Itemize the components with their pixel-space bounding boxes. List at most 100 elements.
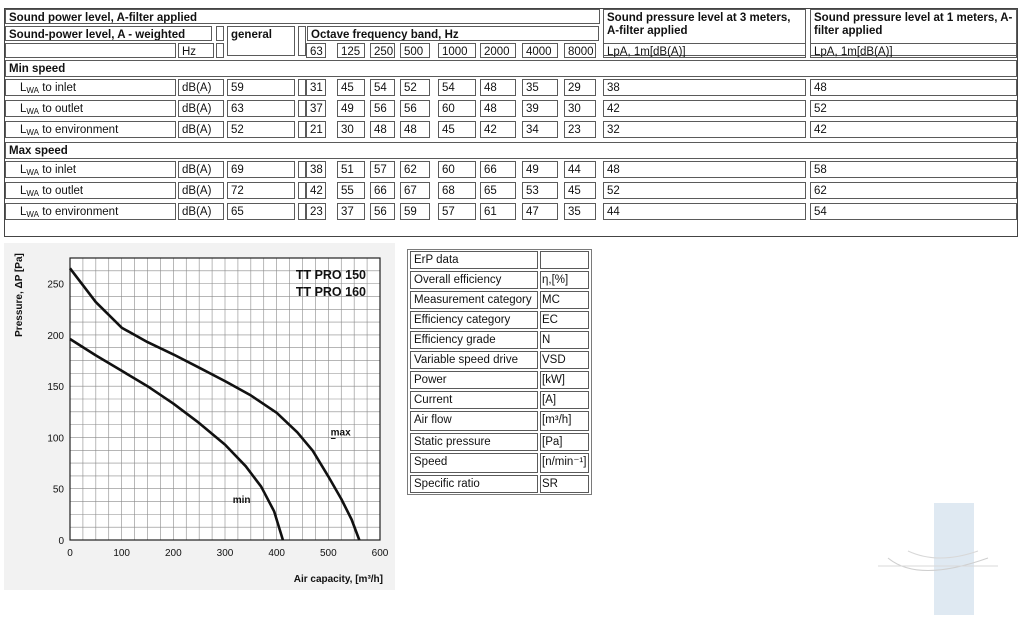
band-value: 61: [480, 203, 516, 220]
band-value: 48: [480, 79, 516, 96]
pressure1-value: 58: [810, 161, 1017, 178]
row-label-text: to outlet: [39, 103, 84, 115]
pressure1-value: 54: [810, 203, 1017, 220]
table-subtitle: Sound-power level, A - weighted: [5, 26, 212, 41]
x-tick-label: 100: [113, 548, 130, 559]
band-value: 30: [337, 121, 365, 138]
unit-cell: dB(A): [178, 182, 224, 199]
row-label-text: to environment: [39, 206, 119, 218]
erp-label: Efficiency grade: [410, 331, 538, 349]
erp-label: Air flow: [410, 411, 538, 431]
y-tick-label: 250: [47, 280, 64, 291]
band-value: 54: [370, 79, 395, 96]
curve-max: [68, 267, 361, 541]
band-value: 42: [480, 121, 516, 138]
band-value: 53: [522, 182, 558, 199]
band-value: 45: [438, 121, 476, 138]
band-value: 65: [480, 182, 516, 199]
band-value: 66: [370, 182, 395, 199]
band-value: 66: [480, 161, 516, 178]
band-value: 37: [306, 100, 326, 117]
hz-label: Hz: [178, 43, 214, 58]
band-value: 54: [438, 79, 476, 96]
band-value: 37: [337, 203, 365, 220]
band-value: 56: [370, 100, 395, 117]
chart-subtitle: TT PRO 160: [296, 285, 366, 299]
erp-value: [kW]: [540, 371, 589, 389]
band-value: 48: [400, 121, 430, 138]
unit-cell: dB(A): [178, 100, 224, 117]
erp-value: [Pa]: [540, 433, 589, 451]
x-tick-label: 500: [320, 548, 337, 559]
band-value: 60: [438, 100, 476, 117]
pressure3-value: 48: [603, 161, 806, 178]
erp-table: ErP data Overall efficiency η,[%] Measureme…: [407, 249, 592, 495]
erp-label: Efficiency category: [410, 311, 538, 329]
band-value: 35: [564, 203, 596, 220]
x-tick-label: 300: [217, 548, 234, 559]
pressure3-value: 44: [603, 203, 806, 220]
lwa-symbol: L: [20, 206, 27, 218]
lwa-symbol: L: [20, 185, 27, 197]
spacer-cell: [298, 121, 306, 138]
band-value: 59: [400, 203, 430, 220]
band-value: 42: [306, 182, 326, 199]
lwa-subscript: WA: [26, 168, 39, 177]
unit-cell: dB(A): [178, 161, 224, 178]
plot-border: [69, 257, 381, 541]
chart-title: TT PRO 150: [296, 268, 366, 282]
general-header: general: [227, 26, 295, 56]
band-value: 47: [522, 203, 558, 220]
row-label-text: to environment: [39, 124, 119, 136]
row-label: LWA to outlet: [5, 182, 176, 199]
erp-label: Speed: [410, 453, 538, 473]
erp-value: EC: [540, 311, 589, 329]
y-tick-label: 200: [47, 331, 64, 342]
erp-value: N: [540, 331, 589, 349]
band-value: 49: [337, 100, 365, 117]
pressure1-value: 48: [810, 79, 1017, 96]
erp-label: ErP data: [410, 251, 538, 269]
general-value: 59: [227, 79, 295, 96]
y-tick-label: 0: [58, 536, 64, 547]
erp-value: SR: [540, 475, 589, 493]
band-value: 23: [306, 203, 326, 220]
band-value: 55: [337, 182, 365, 199]
general-value: 65: [227, 203, 295, 220]
erp-value: [A]: [540, 391, 589, 409]
general-value: 52: [227, 121, 295, 138]
spacer-cell: [298, 161, 306, 178]
spacer-cell: [298, 203, 306, 220]
lwa-subscript: WA: [26, 107, 39, 116]
row-label-text: to inlet: [39, 82, 77, 94]
pressure3-header: Sound pressure level at 3 meters, A-filt…: [603, 9, 806, 56]
row-label: LWA to outlet: [5, 100, 176, 117]
watermark-logo: [878, 503, 998, 623]
general-value: 63: [227, 100, 295, 117]
y-tick-label: 100: [47, 433, 64, 444]
band-value: 67: [400, 182, 430, 199]
band-value: 68: [438, 182, 476, 199]
band-value: 39: [522, 100, 558, 117]
octave-header: Octave frequency band, Hz: [307, 26, 599, 41]
table-title: Sound power level, A-filter applied: [5, 9, 600, 24]
y-axis-label: Pressure, ΔP [Pa]: [14, 253, 25, 337]
frequency-header: 8000: [564, 43, 596, 58]
band-value: 34: [522, 121, 558, 138]
lwa-subscript: WA: [26, 86, 39, 95]
pressure1-value: 62: [810, 182, 1017, 199]
erp-label: Current: [410, 391, 538, 409]
band-value: 38: [306, 161, 326, 178]
spacer-cell: [227, 30, 295, 60]
lwa-symbol: L: [20, 124, 27, 136]
pressure3-unit: LpA, 1m[dB(A)]: [603, 43, 806, 58]
lwa-subscript: WA: [26, 210, 39, 219]
band-value: 48: [480, 100, 516, 117]
spacer-cell: [298, 79, 306, 96]
band-value: 60: [438, 161, 476, 178]
unit-cell: dB(A): [178, 79, 224, 96]
spacer-cell: [298, 26, 306, 56]
erp-value: [n/min⁻¹]: [540, 453, 589, 473]
pressure3-value: 38: [603, 79, 806, 96]
spacer-cell: [5, 43, 176, 58]
